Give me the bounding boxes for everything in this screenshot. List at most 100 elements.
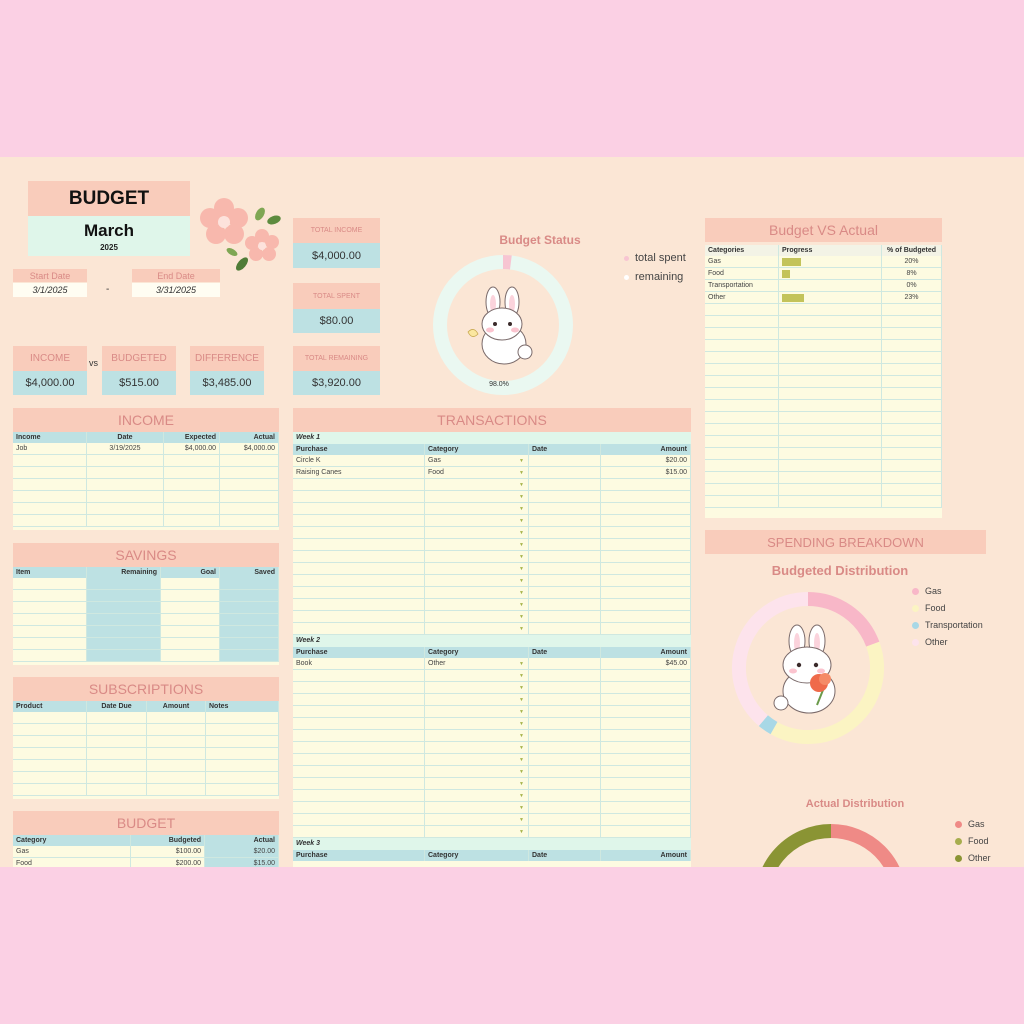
transaction-cell[interactable]: [529, 479, 601, 490]
subscriptions-cell[interactable]: [206, 748, 279, 759]
dropdown-arrow-icon[interactable]: ▼: [519, 566, 524, 572]
subscriptions-cell[interactable]: [87, 736, 147, 747]
savings-cell[interactable]: [87, 578, 161, 589]
transaction-cell[interactable]: [529, 658, 601, 669]
savings-cell[interactable]: [13, 638, 87, 649]
subscriptions-cell[interactable]: [13, 772, 87, 783]
transaction-cell[interactable]: [293, 515, 425, 526]
transaction-cell[interactable]: [529, 623, 601, 634]
income-cell[interactable]: [164, 455, 220, 466]
budget-cell[interactable]: $200.00: [131, 858, 205, 867]
transaction-cell[interactable]: [601, 694, 691, 705]
dropdown-arrow-icon[interactable]: ▼: [519, 805, 524, 811]
transaction-cell[interactable]: [293, 491, 425, 502]
transaction-cell[interactable]: ▼: [425, 778, 529, 789]
budget-cell[interactable]: Gas: [13, 846, 131, 857]
transaction-cell[interactable]: ▼: [425, 527, 529, 538]
income-cell[interactable]: [13, 491, 87, 502]
transaction-cell[interactable]: ▼: [425, 670, 529, 681]
transaction-cell[interactable]: [293, 539, 425, 550]
income-cell[interactable]: [13, 503, 87, 514]
savings-cell[interactable]: [87, 614, 161, 625]
dropdown-arrow-icon[interactable]: ▼: [519, 709, 524, 715]
subscriptions-cell[interactable]: [147, 736, 206, 747]
transaction-cell[interactable]: $15.00: [601, 467, 691, 478]
subscriptions-cell[interactable]: [147, 772, 206, 783]
transaction-cell[interactable]: [601, 778, 691, 789]
subscriptions-cell[interactable]: [87, 712, 147, 723]
transaction-cell[interactable]: [293, 766, 425, 777]
transaction-cell[interactable]: [601, 551, 691, 562]
dropdown-arrow-icon[interactable]: ▼: [519, 757, 524, 763]
dropdown-arrow-icon[interactable]: ▼: [519, 590, 524, 596]
income-cell[interactable]: $4,000.00: [220, 443, 279, 454]
transaction-cell[interactable]: Other ▼: [425, 658, 529, 669]
transaction-cell[interactable]: ▼: [425, 515, 529, 526]
subscriptions-cell[interactable]: [147, 748, 206, 759]
transaction-cell[interactable]: [529, 670, 601, 681]
dropdown-arrow-icon[interactable]: ▼: [519, 602, 524, 608]
transaction-cell[interactable]: ▼: [425, 718, 529, 729]
transaction-cell[interactable]: ▼: [425, 551, 529, 562]
income-cell[interactable]: [13, 467, 87, 478]
transaction-cell[interactable]: [293, 730, 425, 741]
income-cell[interactable]: Job: [13, 443, 87, 454]
transaction-cell[interactable]: [293, 551, 425, 562]
income-cell[interactable]: 3/19/2025: [87, 443, 164, 454]
dropdown-arrow-icon[interactable]: ▼: [519, 829, 524, 835]
savings-cell[interactable]: [161, 614, 220, 625]
transaction-cell[interactable]: ▼: [425, 503, 529, 514]
dropdown-arrow-icon[interactable]: ▼: [519, 626, 524, 632]
savings-cell[interactable]: [220, 614, 279, 625]
transaction-cell[interactable]: Gas ▼: [425, 455, 529, 466]
transaction-cell[interactable]: ▼: [425, 623, 529, 634]
subscriptions-cell[interactable]: [13, 712, 87, 723]
transaction-cell[interactable]: [529, 718, 601, 729]
transaction-cell[interactable]: [601, 730, 691, 741]
savings-cell[interactable]: [161, 590, 220, 601]
transaction-cell[interactable]: $45.00: [601, 658, 691, 669]
transaction-cell[interactable]: [529, 611, 601, 622]
subscriptions-cell[interactable]: [206, 724, 279, 735]
income-cell[interactable]: [220, 515, 279, 526]
transaction-cell[interactable]: [529, 766, 601, 777]
income-cell[interactable]: [87, 515, 164, 526]
subscriptions-cell[interactable]: [87, 724, 147, 735]
subscriptions-cell[interactable]: [87, 760, 147, 771]
income-cell[interactable]: [13, 455, 87, 466]
transaction-cell[interactable]: [529, 742, 601, 753]
transaction-cell[interactable]: [601, 623, 691, 634]
subscriptions-cell[interactable]: [147, 760, 206, 771]
dropdown-arrow-icon[interactable]: ▼: [519, 458, 524, 464]
transaction-cell[interactable]: ▼: [425, 814, 529, 825]
transaction-cell[interactable]: [529, 551, 601, 562]
savings-cell[interactable]: [13, 650, 87, 661]
budget-cell[interactable]: $15.00: [205, 858, 279, 867]
transaction-cell[interactable]: [601, 563, 691, 574]
income-cell[interactable]: [87, 479, 164, 490]
subscriptions-cell[interactable]: [147, 724, 206, 735]
subscriptions-cell[interactable]: [13, 736, 87, 747]
transaction-cell[interactable]: [601, 742, 691, 753]
transaction-cell[interactable]: [529, 539, 601, 550]
dropdown-arrow-icon[interactable]: ▼: [519, 614, 524, 620]
savings-cell[interactable]: [161, 626, 220, 637]
transaction-cell[interactable]: ▼: [425, 826, 529, 837]
subscriptions-cell[interactable]: [13, 748, 87, 759]
transaction-cell[interactable]: [601, 587, 691, 598]
subscriptions-cell[interactable]: [87, 772, 147, 783]
transaction-cell[interactable]: [601, 575, 691, 586]
income-cell[interactable]: [164, 515, 220, 526]
transaction-cell[interactable]: ▼: [425, 742, 529, 753]
start-date-field[interactable]: 3/1/2025: [13, 283, 87, 297]
dropdown-arrow-icon[interactable]: ▼: [519, 781, 524, 787]
dropdown-arrow-icon[interactable]: ▼: [519, 506, 524, 512]
transaction-cell[interactable]: [601, 682, 691, 693]
dropdown-arrow-icon[interactable]: ▼: [519, 673, 524, 679]
end-date-field[interactable]: 3/31/2025: [132, 283, 220, 297]
transaction-cell[interactable]: [529, 563, 601, 574]
transaction-cell[interactable]: [529, 599, 601, 610]
transaction-cell[interactable]: [529, 814, 601, 825]
income-cell[interactable]: [13, 479, 87, 490]
transaction-cell[interactable]: [529, 455, 601, 466]
